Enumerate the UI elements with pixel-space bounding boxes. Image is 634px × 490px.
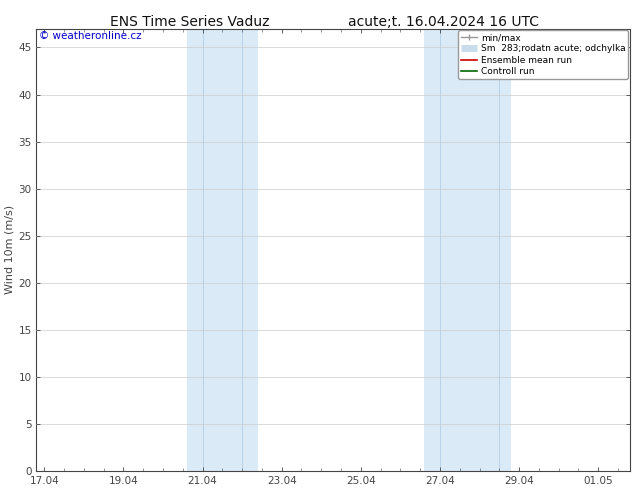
Bar — [424, 29, 511, 471]
Text: © weatheronline.cz: © weatheronline.cz — [39, 31, 142, 41]
Text: acute;t. 16.04.2024 16 UTC: acute;t. 16.04.2024 16 UTC — [348, 15, 540, 29]
Text: ENS Time Series Vaduz: ENS Time Series Vaduz — [110, 15, 270, 29]
Bar — [187, 29, 258, 471]
Y-axis label: Wind 10m (m/s): Wind 10m (m/s) — [4, 205, 14, 294]
Legend: min/max, Sm  283;rodatn acute; odchylka, Ensemble mean run, Controll run: min/max, Sm 283;rodatn acute; odchylka, … — [458, 30, 628, 79]
